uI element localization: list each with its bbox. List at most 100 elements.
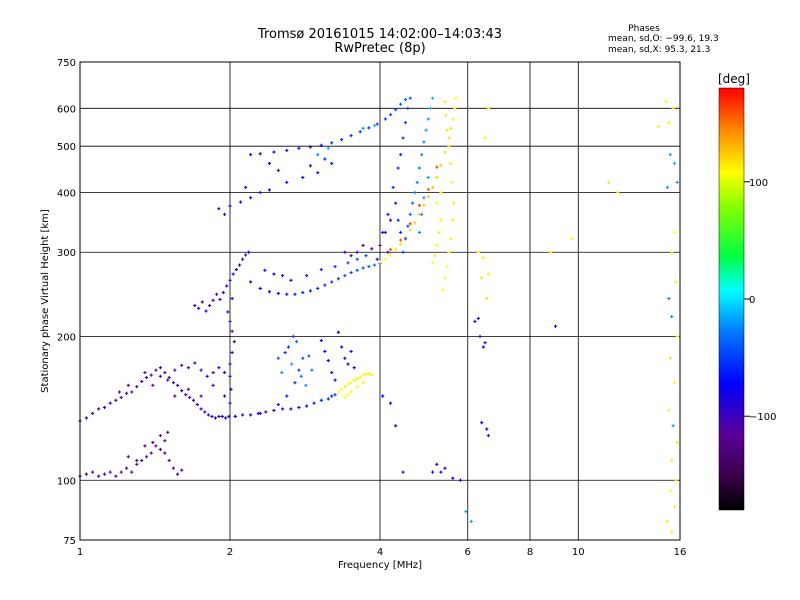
data-point: [166, 378, 170, 382]
data-point: [232, 340, 236, 344]
data-point: [247, 250, 251, 254]
data-point: [258, 152, 262, 156]
data-point: [383, 257, 387, 261]
data-point: [372, 263, 377, 267]
data-point: [430, 96, 435, 100]
data-point: [199, 407, 203, 411]
data-point: [276, 356, 280, 360]
data-point: [346, 393, 350, 397]
data-point: [428, 106, 433, 110]
data-point: [453, 106, 457, 110]
data-point: [316, 286, 320, 291]
data-point: [675, 180, 679, 184]
data-point: [401, 250, 405, 254]
colorbar-ticks: 100 0 −100: [744, 178, 776, 423]
data-point: [451, 476, 455, 480]
data-point: [481, 256, 485, 260]
data-point: [378, 260, 382, 264]
data-point: [394, 424, 398, 428]
data-point: [184, 393, 188, 397]
data-point: [119, 395, 123, 400]
y-tick-label: 400: [57, 188, 76, 199]
data-point: [399, 238, 403, 242]
data-point: [355, 257, 359, 261]
data-point: [204, 309, 208, 313]
data-point: [553, 324, 558, 328]
data-point: [205, 374, 209, 378]
data-point: [430, 470, 435, 474]
data-point: [675, 334, 679, 338]
data-point: [199, 368, 203, 372]
data-point: [297, 405, 301, 410]
data-point: [667, 296, 671, 301]
data-point: [191, 398, 196, 402]
data-point: [305, 404, 309, 408]
colorbar-tick-label: 0: [749, 295, 755, 306]
data-point: [399, 242, 403, 246]
y-tick-labels: 75 100 200 300 400 500 600 750: [57, 58, 76, 547]
data-point: [391, 185, 395, 189]
data-point: [272, 150, 276, 154]
data-point: [238, 200, 243, 204]
data-point: [422, 196, 426, 200]
data-point: [386, 250, 390, 254]
data-point: [399, 102, 403, 106]
data-point: [224, 416, 228, 420]
phase-stats-title: Phases: [628, 24, 660, 34]
data-point: [671, 424, 675, 428]
data-point: [299, 374, 303, 378]
data-point: [672, 230, 677, 235]
data-point: [665, 185, 670, 189]
phase-stats-x: mean, sd,X: 95.3, 21.3: [608, 45, 710, 55]
data-point: [355, 377, 359, 381]
data-point: [135, 385, 139, 389]
data-point: [308, 164, 313, 168]
data-point: [349, 381, 353, 385]
phase-stats-o: mean, sd,O: −99.6, 19.3: [608, 34, 719, 44]
data-point: [135, 458, 139, 463]
data-point: [211, 298, 215, 302]
data-point: [668, 153, 672, 157]
data-point: [173, 394, 177, 398]
colorbar-title: [deg]: [718, 72, 750, 86]
data-point: [450, 180, 454, 184]
data-point: [670, 250, 674, 254]
x-tick-label: 4: [377, 547, 383, 558]
data-point: [228, 319, 232, 323]
data-point: [481, 345, 485, 349]
data-point: [326, 397, 330, 401]
data-point: [435, 165, 439, 169]
data-point: [167, 375, 171, 380]
colorbar: [718, 87, 745, 511]
data-point: [451, 117, 455, 121]
data-point: [383, 230, 387, 235]
data-point: [420, 153, 424, 157]
data-point: [343, 274, 347, 278]
data-point: [230, 296, 234, 301]
data-point: [424, 128, 428, 132]
data-point: [293, 292, 297, 296]
data-point: [426, 117, 430, 121]
data-point: [396, 166, 400, 170]
data-point: [171, 466, 176, 470]
data-point: [249, 413, 253, 417]
data-point: [308, 145, 313, 149]
data-point: [84, 472, 88, 476]
data-point: [258, 190, 262, 195]
data-point: [667, 408, 671, 413]
data-point: [163, 370, 167, 375]
data-point: [229, 387, 233, 391]
data-point: [158, 447, 163, 452]
data-point: [285, 292, 289, 296]
data-point: [399, 153, 403, 157]
data-point: [297, 146, 301, 150]
y-tick-label: 300: [57, 248, 76, 259]
data-point: [285, 394, 289, 398]
data-point: [375, 122, 379, 126]
data-point: [154, 444, 158, 448]
data-point: [417, 230, 422, 235]
data-point: [358, 375, 362, 380]
data-point: [230, 329, 234, 333]
data-point: [469, 519, 473, 524]
